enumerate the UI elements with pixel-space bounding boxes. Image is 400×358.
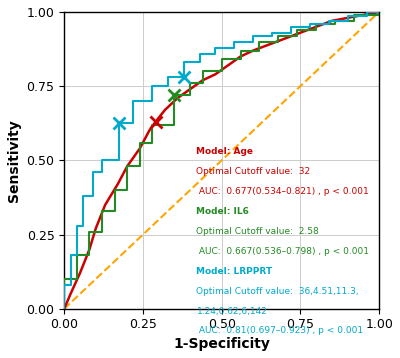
Text: Optimal Cutoff value:  36,4.51,11.3,: Optimal Cutoff value: 36,4.51,11.3, [196,287,359,296]
Text: AUC:  0.677(0.534–0.821) , p < 0.001: AUC: 0.677(0.534–0.821) , p < 0.001 [196,187,369,196]
Text: Model: IL6: Model: IL6 [196,207,249,216]
X-axis label: 1-Specificity: 1-Specificity [173,337,270,351]
Text: AUC:  0.81(0.697–0.923) , p < 0.001: AUC: 0.81(0.697–0.923) , p < 0.001 [196,326,364,335]
Text: Model: LRPPRT: Model: LRPPRT [196,267,273,276]
Text: Optimal Cutoff value:  32: Optimal Cutoff value: 32 [196,167,311,176]
Text: Model: Age: Model: Age [196,147,254,156]
Text: AUC:  0.667(0.536–0.798) , p < 0.001: AUC: 0.667(0.536–0.798) , p < 0.001 [196,247,370,256]
Text: 1.24,0.62,6,142: 1.24,0.62,6,142 [196,306,267,315]
Text: Optimal Cutoff value:  2.58: Optimal Cutoff value: 2.58 [196,227,319,236]
Y-axis label: Sensitivity: Sensitivity [7,119,21,202]
